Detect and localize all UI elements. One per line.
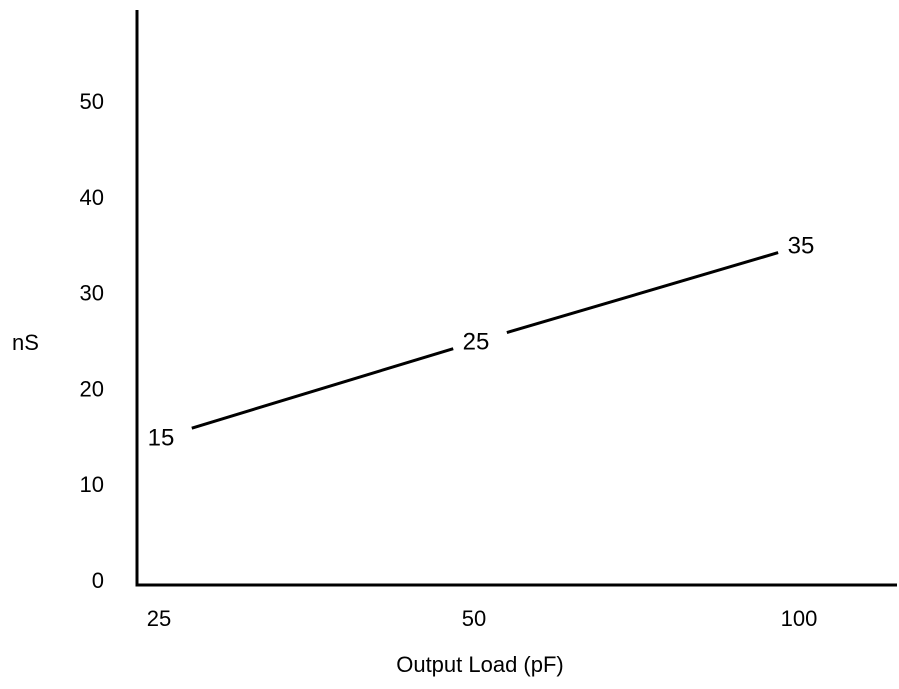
data-label: 25 <box>463 329 490 356</box>
y-tick-label: 50 <box>80 89 104 114</box>
y-tick-label: 10 <box>80 472 104 497</box>
data-label: 15 <box>148 424 175 451</box>
y-tick-label: 30 <box>80 281 104 306</box>
series-line-segment <box>191 347 454 430</box>
y-tick-label: 20 <box>80 376 104 401</box>
data-label: 35 <box>788 233 815 260</box>
x-tick-label: 25 <box>147 606 171 631</box>
axes <box>135 10 897 587</box>
y-axis-tick-labels: 0 10 20 30 40 50 <box>80 89 104 593</box>
y-tick-label: 40 <box>80 185 104 210</box>
series-group <box>191 251 779 430</box>
y-tick-label: 0 <box>92 568 104 593</box>
x-tick-label: 50 <box>462 606 486 631</box>
y-axis-title: nS <box>12 330 39 355</box>
data-labels-group: 15 25 35 <box>148 233 815 452</box>
series-line-segment <box>506 251 779 335</box>
x-axis-tick-labels: 25 50 100 <box>147 606 818 631</box>
x-tick-label: 100 <box>781 606 818 631</box>
x-axis-title: Output Load (pF) <box>396 652 564 677</box>
